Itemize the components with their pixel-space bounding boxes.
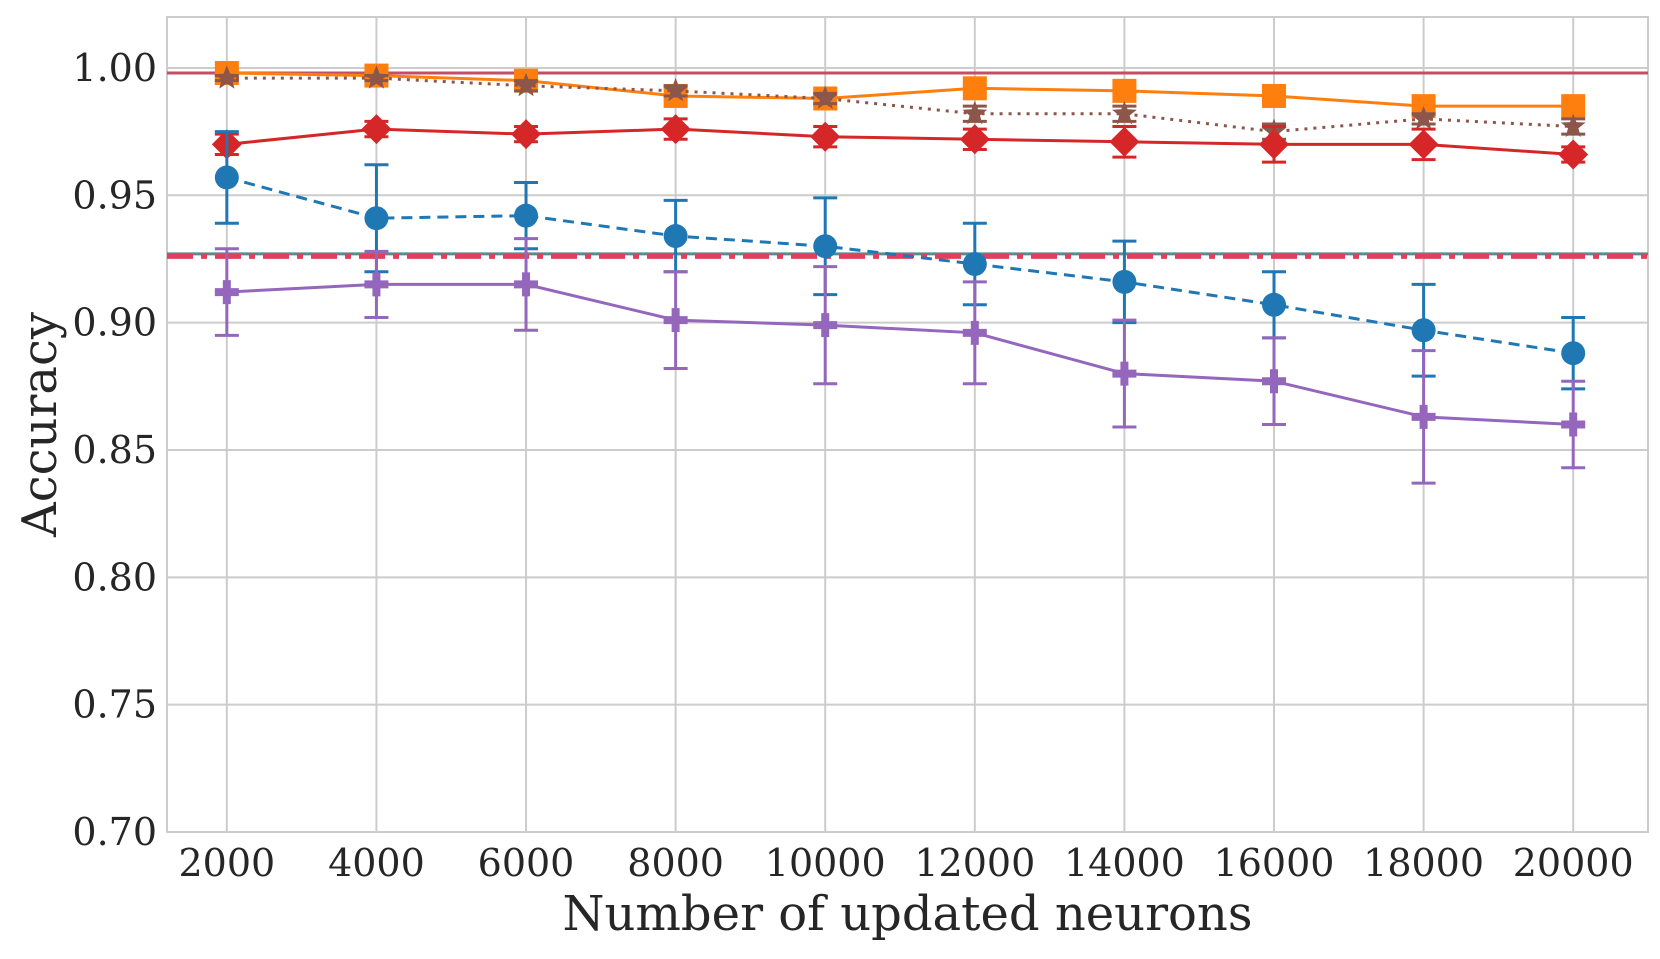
brown-star-point	[1112, 100, 1137, 125]
red-diamond-point	[361, 114, 392, 145]
brown-star-point	[1560, 113, 1586, 137]
y-tick-labels: 0.70 0.75 0.80 0.85 0.90 0.95 1.00	[72, 46, 157, 854]
red-diamond-point	[959, 124, 990, 155]
red-diamond-line	[226, 127, 1574, 157]
purple-plus-series	[214, 237, 1586, 485]
blue-circle-point	[1112, 269, 1137, 294]
x-tick-label: 12000	[914, 841, 1035, 885]
blue-circle-point	[364, 206, 389, 231]
x-tick-label: 2000	[178, 841, 275, 885]
x-tick-label: 10000	[765, 841, 886, 885]
x-axis-label: Number of updated neurons	[563, 886, 1253, 942]
purple-plus-point	[364, 272, 389, 297]
red-diamond-point	[660, 114, 691, 145]
blue-circle-point	[813, 234, 838, 259]
x-tick-labels: 2000 4000 6000 8000 10000 12000 14000 16000 1800…	[178, 841, 1633, 885]
red-diamond-point	[511, 119, 542, 150]
x-tick-label: 16000	[1214, 841, 1335, 885]
x-tick-label: 14000	[1064, 841, 1185, 885]
blue-circle-point	[514, 203, 539, 228]
brown-star-point	[513, 72, 539, 97]
brown-star-point	[214, 65, 240, 89]
red-diamond-point	[1259, 129, 1290, 160]
x-tick-label: 6000	[478, 841, 575, 885]
x-tick-label: 8000	[627, 841, 724, 885]
orange-square-line	[226, 71, 1574, 108]
blue-circle-point	[962, 252, 987, 277]
brown-star-point	[663, 77, 688, 102]
brown-star-point	[812, 85, 838, 109]
x-tick-label: 20000	[1513, 841, 1634, 885]
red-diamond-series	[211, 114, 1589, 170]
purple-plus-point	[1561, 412, 1586, 437]
plot-frame	[166, 16, 1649, 833]
purple-plus-point	[1411, 404, 1436, 429]
y-tick-label: 0.85	[72, 428, 157, 472]
purple-plus-point	[1262, 369, 1287, 394]
y-tick-label: 0.95	[72, 173, 157, 217]
y-tick-label: 0.90	[72, 301, 157, 345]
purple-plus-point	[214, 280, 239, 305]
blue-circle-line	[226, 176, 1574, 355]
blue-circle-point	[1262, 292, 1287, 317]
blue-circle-point	[1411, 318, 1436, 343]
y-tick-label: 0.80	[72, 555, 157, 599]
purple-plus-point	[514, 272, 539, 297]
red-diamond-point	[1109, 126, 1140, 157]
purple-plus-point	[813, 313, 838, 338]
x-tick-label: 4000	[328, 841, 425, 885]
y-tick-label: 1.00	[72, 46, 157, 90]
blue-circle-point	[214, 165, 239, 190]
blue-circle-point	[1561, 341, 1586, 366]
y-tick-label: 0.70	[72, 810, 157, 854]
orange-square-point	[962, 76, 987, 101]
y-axis-label: Accuracy	[12, 312, 68, 538]
red-diamond-point	[810, 121, 841, 152]
purple-plus-point	[962, 320, 987, 345]
brown-star-point	[364, 65, 389, 89]
y-tick-label: 0.75	[72, 683, 157, 727]
red-diamond-point	[1558, 139, 1589, 170]
orange-square-point	[1262, 83, 1287, 108]
red-diamond-point	[1408, 129, 1439, 160]
data-series	[211, 61, 1589, 485]
purple-plus-point	[663, 308, 688, 333]
purple-plus-line	[226, 282, 1574, 426]
brown-star-point	[962, 100, 988, 125]
blue-circle-point	[663, 224, 688, 249]
x-tick-label: 18000	[1363, 841, 1484, 885]
orange-square-point	[1112, 78, 1137, 103]
purple-plus-point	[1112, 361, 1137, 386]
brown-star-point	[1411, 105, 1436, 130]
